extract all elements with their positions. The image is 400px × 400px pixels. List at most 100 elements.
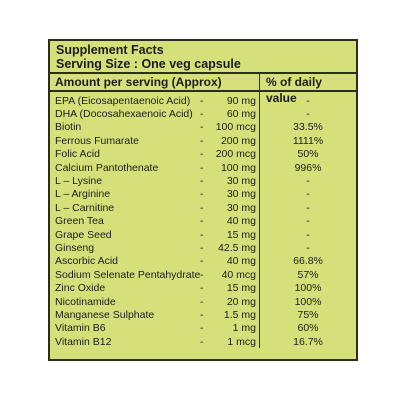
separator-dash: - xyxy=(200,121,204,134)
nutrient-amount: 1 mg xyxy=(232,322,256,335)
daily-value: 33.5% xyxy=(293,121,323,134)
nutrient-row: Biotin -100 mcg xyxy=(50,121,259,134)
nutrient-name: Ginseng xyxy=(55,241,95,254)
daily-value: 996% xyxy=(294,161,322,174)
nutrient-amount: 90 mg xyxy=(226,94,256,107)
daily-value: - xyxy=(306,241,310,254)
daily-value: - xyxy=(306,188,310,201)
daily-value-row: 100% xyxy=(260,295,356,308)
nutrient-name: Vitamin B12 xyxy=(55,335,112,348)
nutrient-row: Zinc Oxide - 15 mg xyxy=(50,281,259,294)
nutrient-amount: 42.5 mg xyxy=(218,241,256,254)
panel-title: Supplement Facts xyxy=(56,43,164,57)
separator-dash: - xyxy=(200,134,204,147)
nutrient-row: Ferrous Fumarate - 200 mg xyxy=(50,134,259,147)
daily-value-row: - xyxy=(260,174,356,187)
daily-value: 100% xyxy=(294,295,322,308)
nutrient-row: Manganese Sulphate - 1.5 mg xyxy=(50,308,259,321)
nutrient-name: Green Tea xyxy=(55,215,104,228)
nutrient-name: L – Arginine xyxy=(55,188,111,201)
nutrient-amount: 20 mg xyxy=(226,295,256,308)
daily-value-row: - xyxy=(260,188,356,201)
daily-value-row: 75% xyxy=(260,308,356,321)
nutrient-amount: 1 mcg xyxy=(227,335,256,348)
nutrient-row: Folic Acid -200 mcg xyxy=(50,148,259,161)
separator-dash: - xyxy=(200,308,204,321)
daily-value-row: 66.8% xyxy=(260,255,356,268)
separator-dash: - xyxy=(200,108,204,121)
amount-column-header: Amount per serving (Approx) xyxy=(55,75,222,89)
nutrient-amount: 30 mg xyxy=(226,188,256,201)
daily-value-row: 1111% xyxy=(260,134,356,147)
nutrient-amount: 40 mcg xyxy=(221,268,256,281)
daily-value: - xyxy=(306,175,310,188)
separator-dash: - xyxy=(200,215,204,228)
separator-dash: - xyxy=(200,94,204,107)
daily-value-row: - xyxy=(260,241,356,254)
nutrient-name: Sodium Selenate Pentahydrate xyxy=(55,268,200,281)
daily-value: 75% xyxy=(297,308,319,321)
daily-value-row: 100% xyxy=(260,281,356,294)
daily-value-row: 33.5% xyxy=(260,121,356,134)
separator-dash: - xyxy=(200,322,204,335)
separator-dash: - xyxy=(200,201,204,214)
daily-value-row: - xyxy=(260,201,356,214)
nutrient-amount: 200 mcg xyxy=(215,148,256,161)
nutrient-name: DHA (Docosahexaenoic Acid) xyxy=(55,108,193,121)
daily-value: 66.8% xyxy=(293,255,323,268)
nutrient-row: Green Tea - 40 mg xyxy=(50,215,259,228)
daily-value-row: 996% xyxy=(260,161,356,174)
separator-dash: - xyxy=(200,268,204,281)
daily-value-row: - xyxy=(260,94,356,107)
daily-value-row: - xyxy=(260,107,356,120)
daily-value-row: 16.7% xyxy=(260,335,356,348)
nutrient-amount: 40 mg xyxy=(226,255,256,268)
daily-value: - xyxy=(306,201,310,214)
nutrient-name: Calcium Pantothenate xyxy=(55,161,159,174)
panel-header: Supplement Facts Serving Size : One veg … xyxy=(50,41,356,72)
nutrient-name: Zinc Oxide xyxy=(55,282,106,295)
nutrient-row: Vitamin B6 - 1 mg xyxy=(50,322,259,335)
nutrient-amount-column: EPA (Eicosapentaenoic Acid) -90 mg DHA (Do… xyxy=(50,92,259,348)
nutrient-row: Ascorbic Acid - 40 mg xyxy=(50,255,259,268)
nutrient-row: Sodium Selenate Pentahydrate - 40 mcg xyxy=(50,268,259,281)
daily-value: 57% xyxy=(297,268,319,281)
daily-value-row: - xyxy=(260,228,356,241)
nutrient-row: L – Lysine - 30 mg xyxy=(50,174,259,187)
nutrient-amount: 200 mg xyxy=(220,134,256,147)
nutrient-name: EPA (Eicosapentaenoic Acid) xyxy=(55,94,191,107)
daily-value-row: 60% xyxy=(260,322,356,335)
nutrient-amount: 100 mcg xyxy=(215,121,256,134)
daily-value: 1111% xyxy=(292,134,324,147)
daily-value: 60% xyxy=(297,322,319,335)
separator-dash: - xyxy=(200,148,204,161)
nutrient-row: Grape Seed - 15 mg xyxy=(50,228,259,241)
separator-dash: - xyxy=(200,161,204,174)
nutrient-name: Ascorbic Acid xyxy=(55,255,119,268)
daily-value: 16.7% xyxy=(293,335,323,348)
nutrient-row: EPA (Eicosapentaenoic Acid) - 90 mg xyxy=(50,94,259,107)
nutrient-amount: 100 mg xyxy=(220,161,256,174)
nutrient-table: EPA (Eicosapentaenoic Acid) -90 mg DHA (Do… xyxy=(50,92,356,349)
daily-value: - xyxy=(306,108,310,121)
nutrient-name: Grape Seed xyxy=(55,228,112,241)
nutrient-row: Vitamin B12 - 1 mcg xyxy=(50,335,259,348)
daily-value: 100% xyxy=(294,282,322,295)
daily-value-row: 57% xyxy=(260,268,356,281)
nutrient-name: Ferrous Fumarate xyxy=(55,134,140,147)
daily-value: - xyxy=(306,228,310,241)
nutrient-row: Nicotinamide - 20 mg xyxy=(50,295,259,308)
nutrient-amount: 40 mg xyxy=(226,215,256,228)
daily-value-row: - xyxy=(260,215,356,228)
daily-value: 50% xyxy=(297,148,319,161)
separator-dash: - xyxy=(200,335,204,348)
separator-dash: - xyxy=(200,255,204,268)
daily-value-row: 50% xyxy=(260,148,356,161)
nutrient-amount: 30 mg xyxy=(226,175,256,188)
separator-dash: - xyxy=(200,188,204,201)
nutrient-name: Biotin xyxy=(55,121,82,134)
nutrient-row: DHA (Docosahexaenoic Acid) - 60 mg xyxy=(50,107,259,120)
daily-value: - xyxy=(306,94,310,107)
nutrient-amount: 15 mg xyxy=(226,228,256,241)
daily-value-column-header: % of daily value xyxy=(259,74,356,105)
